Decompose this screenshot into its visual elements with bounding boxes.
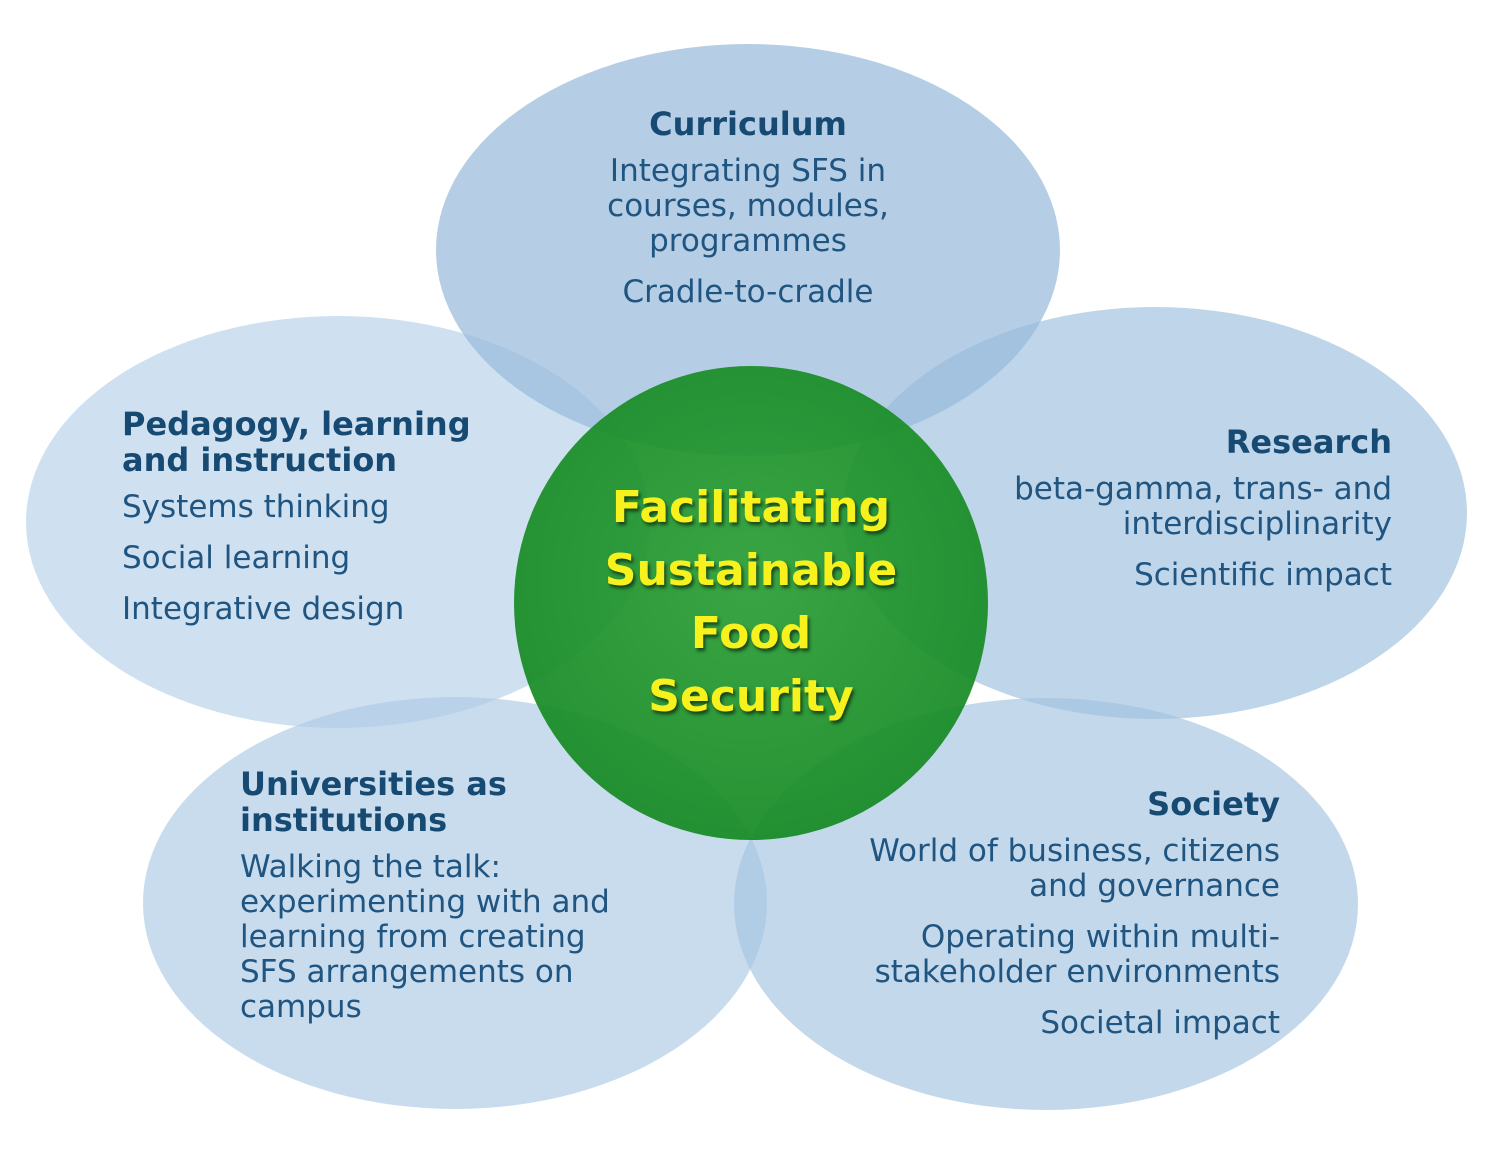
society-title: Society — [1147, 785, 1280, 823]
pedagogy-block: Pedagogy, learning and instruction Syste… — [122, 406, 522, 643]
pedagogy-item: Integrative design — [122, 591, 405, 627]
universities-title: Universities as institutions — [240, 765, 507, 839]
curriculum-block: Curriculum Integrating SFS in courses, m… — [538, 106, 958, 326]
petal-universities — [143, 697, 767, 1109]
pedagogy-item: Systems thinking — [122, 489, 390, 525]
center-label: Facilitating Sustainable Food Security — [604, 482, 898, 722]
society-item: World of business, citizens and governan… — [869, 833, 1280, 904]
curriculum-title: Curriculum — [649, 105, 847, 143]
petal-research — [843, 307, 1467, 719]
pedagogy-item: Social learning — [122, 540, 351, 576]
research-title: Research — [1225, 423, 1392, 461]
curriculum-item: Cradle-to-cradle — [622, 274, 874, 310]
universities-item: Walking the talk: experimenting with and… — [240, 849, 610, 1025]
research-item: Scientific impact — [1134, 557, 1392, 593]
petal-society — [734, 698, 1358, 1110]
universities-block: Universities as institutions Walking the… — [240, 766, 660, 1041]
society-item: Societal impact — [1040, 1005, 1280, 1041]
petal-pedagogy — [26, 316, 650, 728]
society-block: Society World of business, citizens and … — [800, 786, 1280, 1057]
research-block: Research beta-gamma, trans- and interdis… — [950, 424, 1392, 609]
petal-curriculum — [436, 44, 1060, 456]
pedagogy-title: Pedagogy, learning and instruction — [122, 405, 471, 479]
research-item: beta-gamma, trans- and interdisciplinari… — [1014, 471, 1392, 542]
curriculum-item: Integrating SFS in courses, modules, pro… — [607, 153, 889, 259]
society-item: Operating within multi- stakeholder envi… — [874, 919, 1280, 990]
center-circle — [514, 366, 988, 840]
